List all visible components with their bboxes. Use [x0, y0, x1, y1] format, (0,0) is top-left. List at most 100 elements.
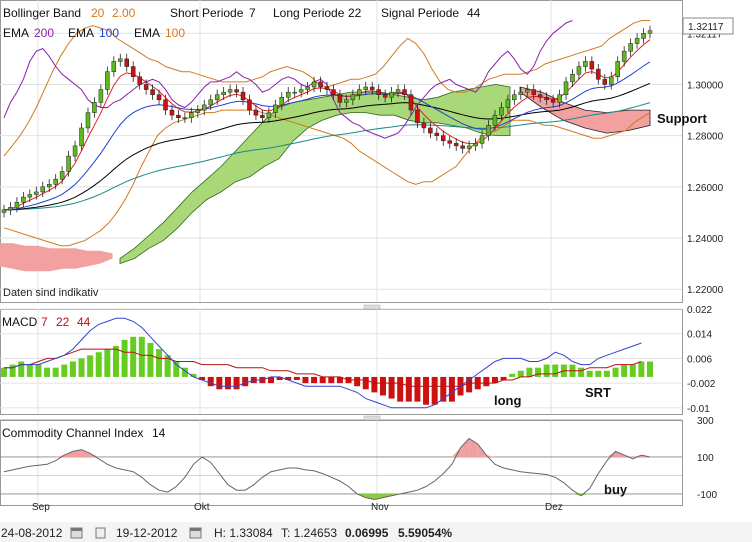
candle-body	[72, 145, 78, 157]
candle-body	[563, 81, 569, 95]
period-change-pct: 5.59054%	[398, 526, 452, 540]
ema-blue-line	[3, 61, 651, 211]
date-to: 19-12-2012	[116, 526, 178, 540]
candle-body	[441, 135, 446, 142]
candle-body	[202, 104, 207, 111]
candle-body	[479, 135, 485, 144]
calendar-from-icon[interactable]	[70, 527, 83, 539]
main-legend: Bollinger Band 20 2.00 Short Periode 7 L…	[3, 6, 481, 40]
candle-body	[608, 76, 614, 85]
candle-body	[221, 91, 226, 95]
long-annotation: long	[494, 393, 521, 408]
macd-histogram-bar	[336, 376, 343, 384]
macd-param-1: 7	[41, 315, 48, 329]
ema200-purple-line	[3, 20, 573, 139]
cloud-red-left	[0, 243, 113, 272]
candle-body	[253, 109, 259, 116]
ema2-label: EMA	[68, 26, 94, 40]
candle-body	[512, 94, 517, 101]
candle-body	[344, 99, 349, 103]
macd-main-line	[4, 317, 642, 409]
candle-body	[596, 68, 601, 80]
cci-panel: 300 100 -100	[3, 416, 717, 501]
candle-body	[331, 89, 336, 95]
candle-body	[544, 97, 549, 101]
macd-histogram-bar	[483, 376, 490, 387]
price-y-tick: 1.30000	[687, 80, 724, 91]
macd-histogram-bar	[431, 376, 438, 405]
candle-body	[641, 33, 646, 39]
short-periode-label: Short Periode	[170, 6, 244, 20]
candle-body	[247, 99, 252, 111]
cci-y-tick: 100	[697, 453, 714, 464]
price-y-tick: 1.26000	[687, 183, 724, 194]
macd-histogram-bar	[491, 376, 498, 384]
macd-histogram-bar	[397, 376, 404, 402]
divider-handle-2[interactable]	[363, 415, 381, 421]
candle-body	[195, 109, 201, 113]
cci-param: 14	[152, 426, 166, 440]
macd-histogram-bar	[466, 376, 473, 393]
candle-body	[137, 76, 142, 85]
macd-histogram-bar	[173, 361, 180, 377]
bb-param-2: 2.00	[112, 6, 136, 20]
candle-body	[363, 86, 369, 90]
macd-y-tick: -0.01	[687, 404, 710, 415]
candle-body	[260, 114, 265, 118]
candle-body	[234, 89, 239, 93]
macd-histogram-bar	[276, 376, 283, 381]
candle-body	[130, 66, 136, 78]
candle-body	[318, 81, 323, 88]
cci-y-tick: -100	[697, 490, 717, 501]
candle-body	[634, 38, 640, 44]
long-periode-label: Long Periode	[273, 6, 345, 20]
candle-body	[499, 107, 504, 116]
macd-histogram-bar	[121, 339, 128, 377]
macd-histogram-bar	[647, 361, 653, 377]
macd-histogram-bar	[552, 364, 559, 377]
macd-label: MACD	[2, 315, 38, 329]
candle-body	[273, 104, 278, 113]
ema-teal-line	[3, 102, 651, 211]
macd-histogram-bar	[354, 376, 361, 387]
candle-body	[621, 50, 627, 62]
macd-histogram-bar	[52, 367, 59, 377]
candle-body	[473, 143, 478, 147]
candle-body	[447, 140, 452, 144]
short-periode-value: 7	[249, 6, 256, 20]
period-change: 0.06995	[345, 526, 389, 540]
macd-legend: MACD 7 22 44	[2, 315, 91, 329]
candle-body	[492, 114, 498, 126]
macd-histogram-bar	[9, 364, 16, 377]
macd-histogram-bar	[104, 349, 111, 377]
macd-y-tick: 0.006	[687, 354, 712, 365]
divider-handle-1[interactable]	[363, 304, 381, 310]
candle-body	[53, 178, 58, 185]
macd-histogram-bar	[440, 376, 447, 402]
candle-body	[357, 89, 362, 95]
macd-histogram-bar	[181, 367, 188, 377]
candle-body	[311, 81, 317, 88]
macd-histogram-bar	[371, 376, 378, 393]
macd-histogram-bar	[285, 376, 292, 381]
candle-body	[453, 143, 459, 147]
disclaimer: Daten sind indikativ	[3, 287, 99, 299]
candle-body	[518, 91, 524, 95]
cci-overbought-fill	[486, 455, 495, 457]
candle-body	[428, 127, 433, 134]
calendar-to-icon[interactable]	[189, 527, 202, 539]
candle-body	[550, 99, 556, 103]
candle-body	[324, 86, 330, 90]
candle-body	[92, 102, 97, 113]
cci-y-tick: 300	[697, 416, 714, 427]
candle-body	[189, 112, 194, 118]
candle-body	[143, 84, 149, 90]
price-y-tick: 1.22000	[687, 285, 724, 296]
candle-body	[266, 112, 272, 118]
candle-body	[350, 94, 356, 101]
macd-histogram-bar	[35, 364, 42, 377]
macd-histogram-bar	[621, 364, 628, 377]
range-selector-icon[interactable]	[95, 527, 106, 539]
